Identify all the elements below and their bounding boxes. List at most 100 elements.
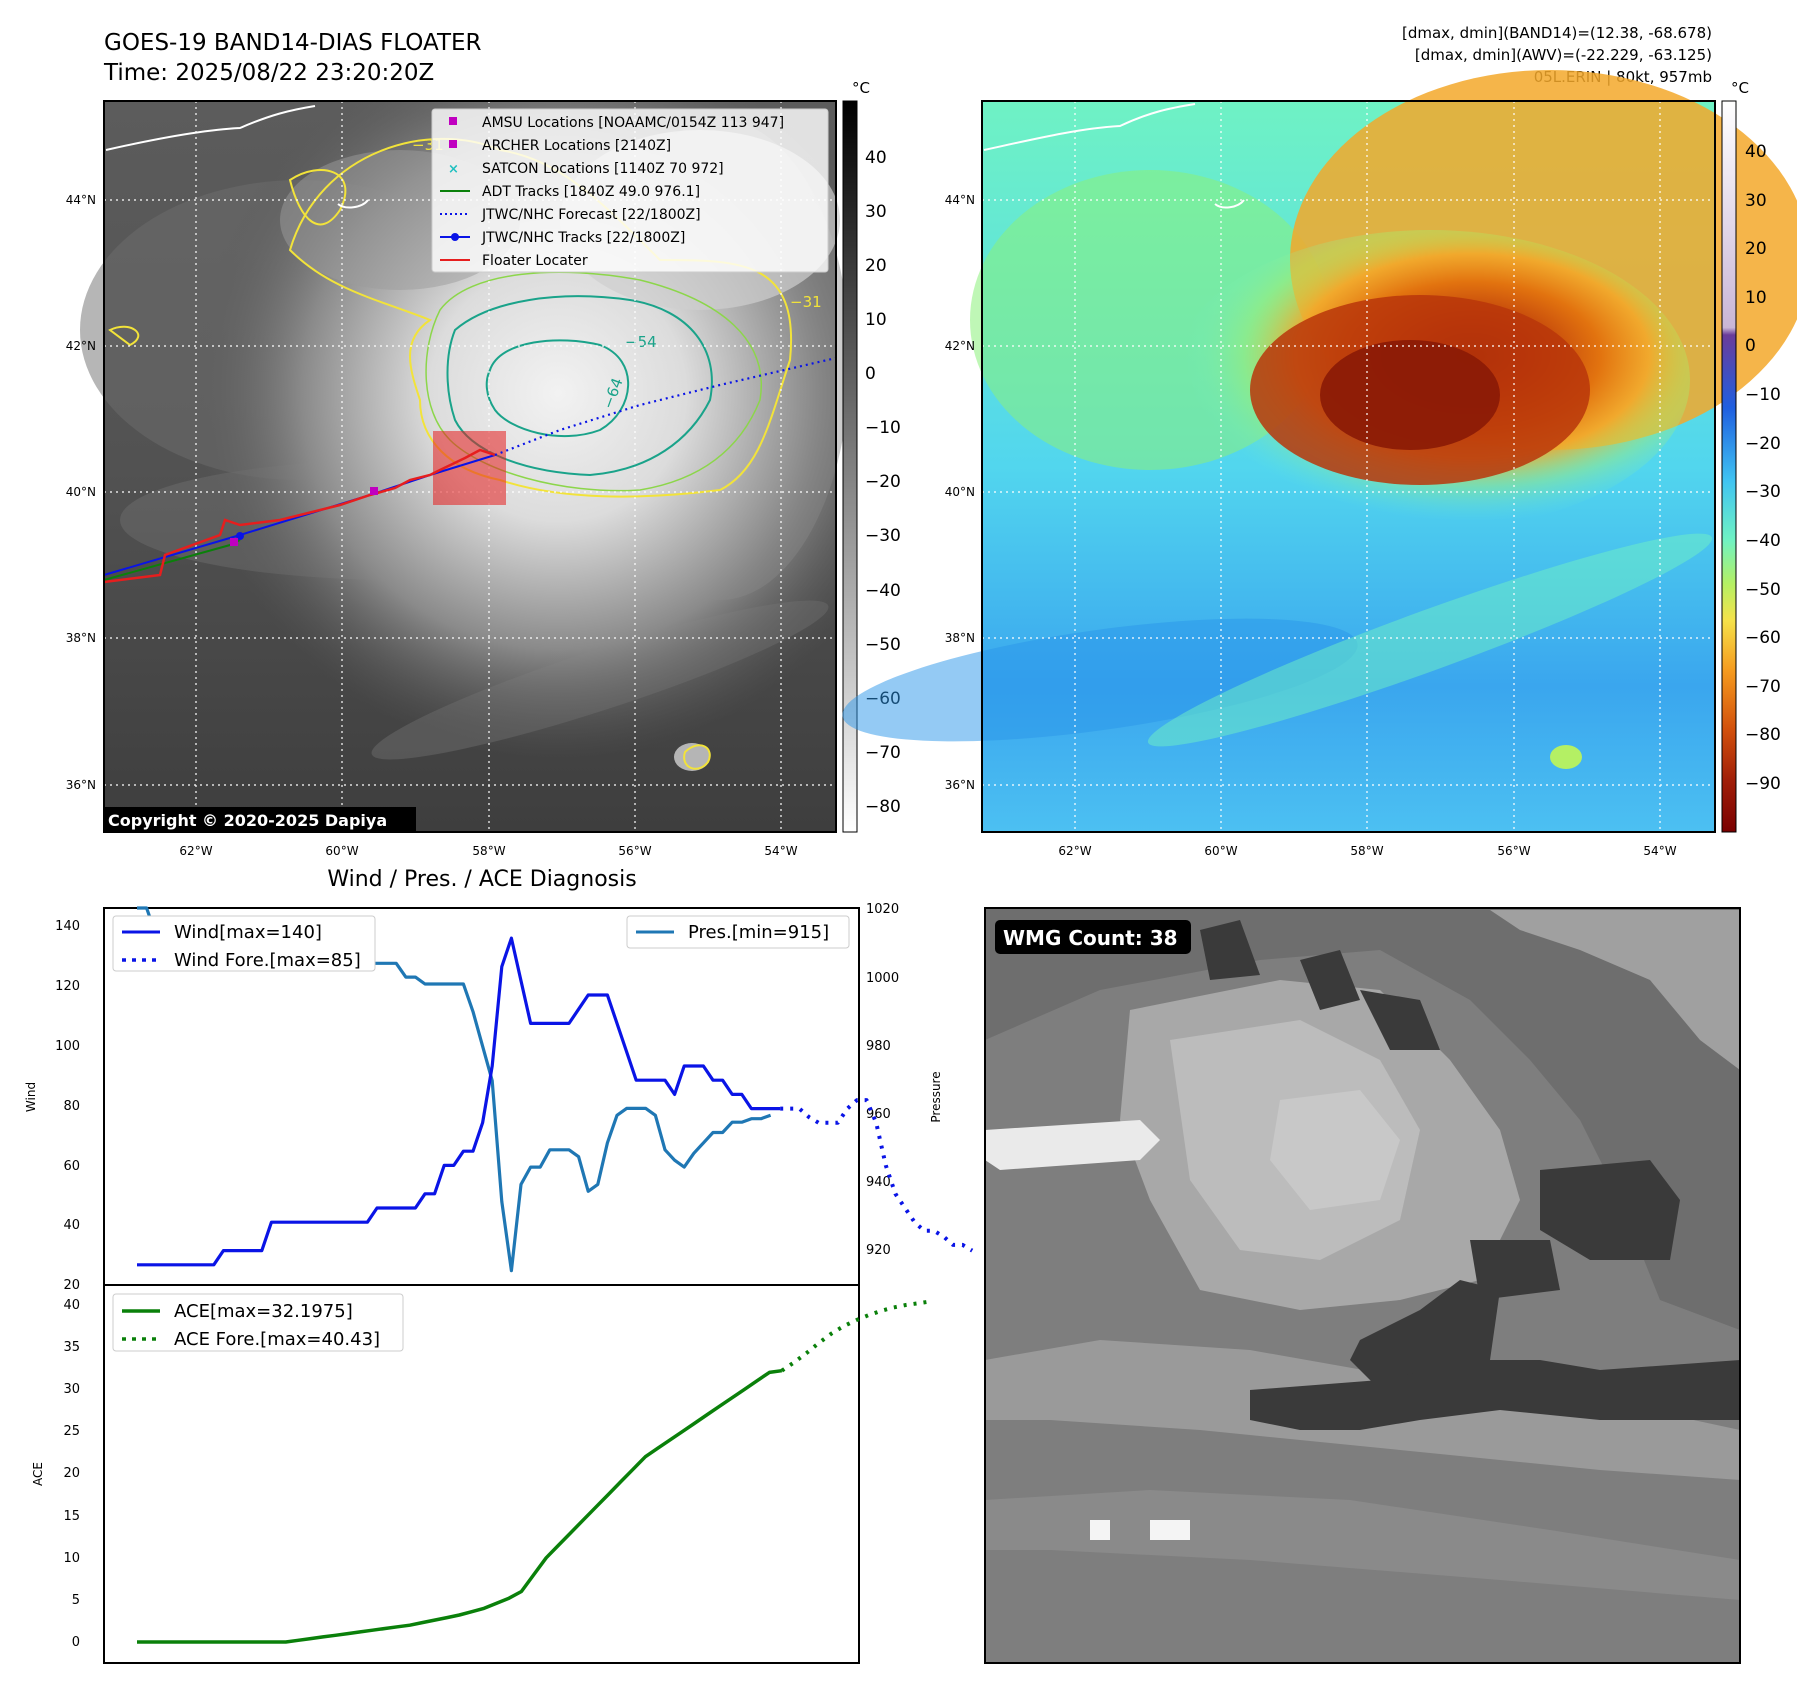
awv-cb-m50: −50: [1745, 580, 1781, 600]
awv-cb-10: 10: [1745, 288, 1767, 308]
ace-tick-20: 20: [63, 1466, 80, 1481]
ace-yaxis-ticks: 40 35 30 25 20 15 10 5 0: [63, 1298, 80, 1650]
ace-tick-40: 40: [63, 1298, 80, 1313]
awv-colorbar: [1721, 100, 1737, 833]
ir-cb-m70: −70: [865, 743, 901, 763]
ir-cb-m20: −20: [865, 472, 901, 492]
ir-cb-30: 30: [865, 202, 887, 222]
awv-cb-20: 20: [1745, 239, 1767, 259]
floater-track-line: [103, 448, 496, 584]
awv-cb-m30: −30: [1745, 482, 1781, 502]
awv-lat-38: 38°N: [945, 631, 975, 645]
ir-lon-labels: 62°W 60°W 58°W 56°W 54°W: [179, 844, 797, 858]
legend-wind-fore: Wind Fore.[max=85]: [174, 950, 361, 971]
ir-map-legend: AMSU Locations [NOAAMC/0154Z 113 947] AR…: [431, 108, 829, 273]
amsu-marker: [370, 487, 378, 495]
wind-tick-120: 120: [55, 979, 80, 994]
ir-lat-38: 38°N: [66, 631, 96, 645]
wind-tick-40: 40: [63, 1218, 80, 1233]
legend-tracks: JTWC/NHC Tracks [22/1800Z]: [481, 230, 685, 246]
ace-legend: ACE[max=32.1975] ACE Fore.[max=40.43]: [112, 1293, 404, 1352]
ace-series-layer: [137, 1299, 931, 1644]
archer-legend-icon: [449, 140, 457, 148]
awv-lat-36: 36°N: [945, 778, 975, 792]
wind-series-line: [137, 936, 781, 1267]
pressure-legend: Pres.[min=915]: [626, 915, 850, 949]
ir-lat-40: 40°N: [66, 485, 96, 499]
wind-tick-60: 60: [63, 1159, 80, 1174]
pres-tick-1000: 1000: [866, 971, 899, 986]
legend-ace-fore: ACE Fore.[max=40.43]: [174, 1329, 380, 1350]
wind-ylabel: Wind: [24, 1082, 38, 1112]
ir-lon-54: 54°W: [764, 844, 797, 858]
diagnosis-chart: Wind / Pres. / ACE Diagnosis 140 120 100…: [24, 867, 974, 1664]
awv-cb-m80: −80: [1745, 725, 1781, 745]
wind-tick-80: 80: [63, 1099, 80, 1114]
awv-lon-54: 54°W: [1643, 844, 1676, 858]
ir-colorbar: [842, 100, 858, 833]
awv-colorbar-unit: °C: [1731, 79, 1749, 97]
ir-cb-10: 10: [865, 310, 887, 330]
amsu-legend-icon: [449, 117, 457, 125]
ir-cb-m40: −40: [865, 581, 901, 601]
awv-cb-40: 40: [1745, 142, 1767, 162]
legend-wind: Wind[max=140]: [174, 922, 322, 943]
ace-tick-10: 10: [63, 1551, 80, 1566]
ir-cb-m50: −50: [865, 635, 901, 655]
legend-floater: Floater Locater: [482, 253, 588, 269]
ir-cb-20: 20: [865, 256, 887, 276]
awv-lat-42: 42°N: [945, 339, 975, 353]
legend-pressure: Pres.[min=915]: [688, 922, 829, 943]
ir-lat-labels: 44°N 42°N 40°N 38°N 36°N: [66, 193, 96, 792]
archer-marker: [230, 538, 238, 546]
wmg-count: WMG Count: 38: [1003, 926, 1178, 950]
ace-forecast-series-line: [780, 1299, 931, 1373]
awv-cb-0: 0: [1745, 336, 1756, 356]
ir-cb-m10: −10: [865, 418, 901, 438]
ace-tick-0: 0: [72, 1635, 80, 1650]
ace-tick-30: 30: [63, 1382, 80, 1397]
ir-lon-60: 60°W: [325, 844, 358, 858]
legend-adt: ADT Tracks [1840Z 49.0 976.1]: [482, 184, 700, 200]
pres-tick-1020: 1020: [866, 902, 899, 917]
ir-lon-62: 62°W: [179, 844, 212, 858]
awv-range: [dmax, dmin](AWV)=(-22.229, -63.125): [1415, 46, 1712, 64]
ir-lat-42: 42°N: [66, 339, 96, 353]
pressure-yaxis-ticks: 1020 1000 980 960 940 920: [866, 902, 899, 1258]
pres-tick-940: 940: [866, 1175, 891, 1190]
legend-forecast: JTWC/NHC Forecast [22/1800Z]: [481, 207, 701, 223]
ir-map-panel: −31 −54 −64 −31: [66, 79, 901, 858]
awv-cb-30: 30: [1745, 191, 1767, 211]
awv-lon-58: 58°W: [1350, 844, 1383, 858]
legend-satcon: SATCON Locations [1140Z 70 972]: [482, 161, 724, 177]
awv-lon-62: 62°W: [1058, 844, 1091, 858]
satcon-legend-icon: ×: [448, 162, 459, 177]
awv-lat-40: 40°N: [945, 485, 975, 499]
figure-title-line2: Time: 2025/08/22 23:20:20Z: [103, 60, 434, 86]
contour-label-4: −31: [790, 293, 822, 311]
coastline: [105, 105, 316, 151]
ace-ylabel: ACE: [31, 1462, 45, 1486]
awv-lon-56: 56°W: [1497, 844, 1530, 858]
legend-ace: ACE[max=32.1975]: [174, 1301, 353, 1322]
wind-tick-100: 100: [55, 1039, 80, 1054]
band14-range: [dmax, dmin](BAND14)=(12.38, -68.678): [1402, 24, 1712, 42]
pres-tick-980: 980: [866, 1039, 891, 1054]
awv-cb-m70: −70: [1745, 677, 1781, 697]
awv-cb-m10: −10: [1745, 385, 1781, 405]
pres-tick-920: 920: [866, 1243, 891, 1258]
ace-tick-35: 35: [63, 1340, 80, 1355]
awv-lat-labels: 44°N 42°N 40°N 38°N 36°N: [945, 193, 975, 792]
awv-lon-labels: 62°W 60°W 58°W 56°W 54°W: [1058, 844, 1676, 858]
awv-map-panel: 62°W 60°W 58°W 56°W 54°W 44°N 42°N 40°N …: [842, 70, 1797, 858]
awv-lon-60: 60°W: [1204, 844, 1237, 858]
contour-label-2: −54: [625, 333, 657, 351]
contour-teal: [446, 295, 713, 477]
ace-series-line: [137, 1368, 783, 1644]
awv-cb-m40: −40: [1745, 531, 1781, 551]
awv-cb-m60: −60: [1745, 628, 1781, 648]
ir-lon-56: 56°W: [618, 844, 651, 858]
ace-tick-25: 25: [63, 1424, 80, 1439]
legend-amsu: AMSU Locations [NOAAMC/0154Z 113 947]: [482, 115, 784, 131]
